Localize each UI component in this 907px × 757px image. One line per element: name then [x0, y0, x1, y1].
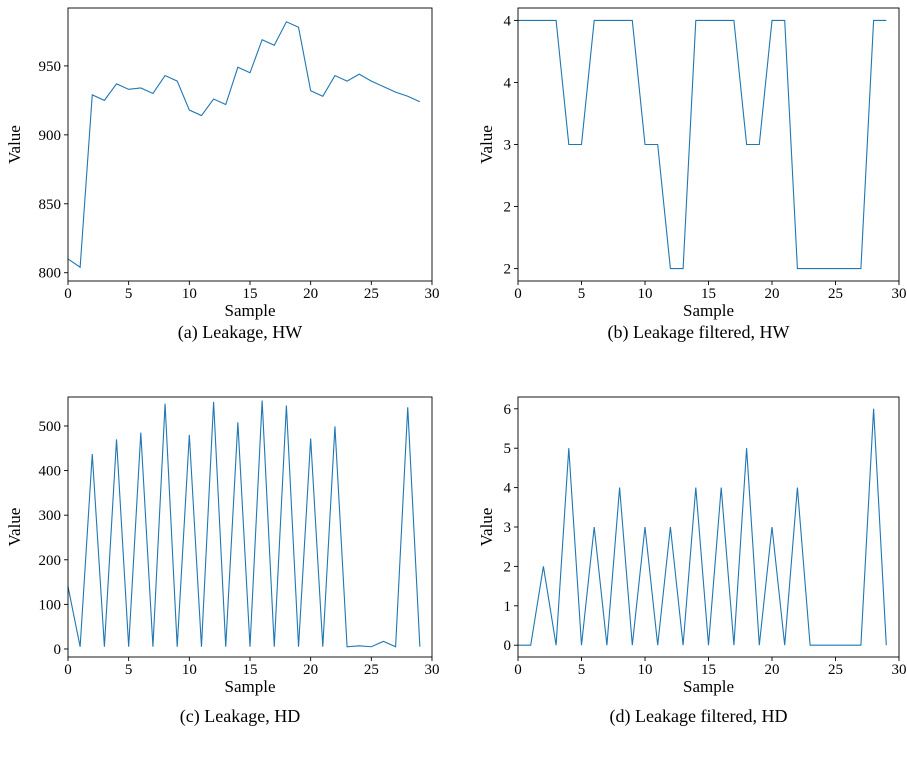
caption: (b) Leakage filtered, HW [608, 322, 790, 343]
x-tick-label: 30 [892, 662, 907, 678]
x-tick-label: 0 [64, 286, 72, 302]
y-tick-label: 200 [39, 553, 62, 569]
y-tick-label: 100 [39, 597, 62, 613]
x-axis-label: Sample [225, 301, 276, 320]
data-line [518, 408, 887, 646]
y-tick-label: 4 [504, 75, 512, 91]
x-tick-label: 10 [638, 662, 653, 678]
y-tick-label: 5 [504, 441, 512, 457]
x-tick-label: 5 [125, 286, 133, 302]
x-tick-label: 10 [182, 286, 197, 302]
x-axis-label: Sample [683, 301, 734, 320]
y-tick-label: 4 [504, 13, 512, 29]
data-line [518, 19, 887, 270]
caption: (a) Leakage, HW [178, 322, 302, 343]
x-tick-label: 15 [701, 286, 716, 302]
y-tick-label: 900 [39, 128, 62, 144]
y-tick-label: 2 [504, 559, 512, 575]
x-axis-label: Sample [683, 677, 734, 696]
x-tick-label: 0 [514, 662, 522, 678]
y-tick-label: 0 [54, 642, 62, 658]
caption: (c) Leakage, HD [180, 706, 300, 727]
x-tick-label: 5 [578, 662, 586, 678]
y-tick-label: 6 [504, 402, 512, 418]
y-axis-label: Value [477, 508, 496, 547]
y-axis-label: Value [5, 508, 24, 547]
x-tick-label: 25 [364, 286, 379, 302]
caption: (d) Leakage filtered, HD [610, 706, 788, 727]
x-tick-label: 20 [765, 286, 780, 302]
x-tick-label: 5 [578, 286, 586, 302]
y-tick-label: 950 [39, 59, 62, 75]
axes-frame [67, 7, 433, 282]
x-tick-label: 20 [303, 662, 318, 678]
y-tick-label: 300 [39, 508, 62, 524]
x-tick-label: 15 [243, 662, 258, 678]
x-tick-label: 30 [425, 662, 440, 678]
x-tick-label: 25 [828, 662, 843, 678]
y-tick-label: 500 [39, 419, 62, 435]
y-axis-label: Value [5, 125, 24, 164]
y-tick-label: 3 [504, 520, 512, 536]
x-tick-label: 10 [638, 286, 653, 302]
y-tick-label: 800 [39, 266, 62, 282]
data-line [67, 21, 421, 269]
x-tick-label: 20 [303, 286, 318, 302]
x-tick-label: 25 [828, 286, 843, 302]
y-tick-label: 2 [504, 262, 512, 278]
x-tick-label: 15 [701, 662, 716, 678]
y-axis-label: Value [477, 125, 496, 164]
x-axis-label: Sample [225, 677, 276, 696]
y-tick-label: 3 [504, 138, 512, 154]
x-tick-label: 5 [125, 662, 133, 678]
y-tick-label: 0 [504, 638, 512, 654]
x-tick-label: 30 [892, 286, 907, 302]
y-tick-label: 400 [39, 464, 62, 480]
x-tick-label: 25 [364, 662, 379, 678]
axes-frame [517, 396, 900, 658]
y-tick-label: 850 [39, 197, 62, 213]
x-tick-label: 10 [182, 662, 197, 678]
x-tick-label: 15 [243, 286, 258, 302]
y-tick-label: 1 [504, 599, 512, 615]
x-tick-label: 20 [765, 662, 780, 678]
x-tick-label: 30 [425, 286, 440, 302]
y-tick-label: 4 [504, 481, 512, 497]
x-tick-label: 0 [64, 662, 72, 678]
x-tick-label: 0 [514, 286, 522, 302]
data-line [67, 400, 421, 648]
axes-frame [67, 396, 433, 658]
y-tick-label: 2 [504, 200, 512, 216]
